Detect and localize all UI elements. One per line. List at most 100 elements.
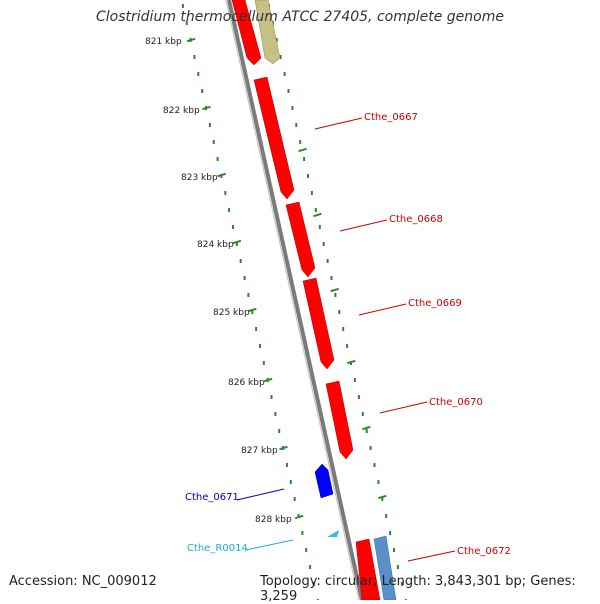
ruler-dot	[365, 429, 368, 433]
ruler-label-826: 826 kbp	[228, 378, 265, 388]
ruler-left-dots	[181, 4, 319, 600]
ruler-dot	[279, 55, 282, 59]
ruler-dot	[293, 497, 296, 501]
ruler-dot	[193, 55, 196, 59]
genome-backbone-highlight	[225, 0, 360, 600]
ruler-dot	[312, 582, 315, 586]
ruler-dot	[235, 242, 238, 246]
ruler-dot	[297, 514, 300, 518]
ruler-right-dots	[267, 4, 407, 600]
ruler-dot	[216, 157, 219, 161]
ruler-dot	[318, 225, 321, 229]
ruler-dot	[239, 259, 242, 263]
ruler-major-tick	[263, 377, 273, 383]
ruler-major-tick	[186, 37, 196, 43]
gene-feature-cthe-0667[interactable]	[253, 76, 295, 200]
ruler-dot	[185, 21, 188, 25]
ruler-dot	[369, 446, 372, 450]
genome-backbone	[227, 0, 364, 600]
ruler-dot	[270, 395, 273, 399]
gene-label-cthe-0671[interactable]: Cthe_0671	[185, 492, 239, 503]
ruler-label-827: 827 kbp	[241, 446, 278, 456]
ruler-dot	[305, 548, 308, 552]
ruler-label-823: 823 kbp	[181, 173, 218, 183]
ruler-dot	[373, 463, 376, 467]
gene-label-cthe-r0014[interactable]: Cthe_R0014	[187, 543, 248, 554]
ruler-major-tick	[217, 172, 226, 178]
ruler-dot	[314, 208, 317, 212]
ruler-dot	[377, 480, 380, 484]
gene-feature-cthe-0669[interactable]	[302, 277, 335, 370]
ruler-dot	[322, 242, 325, 246]
ruler-dot	[283, 72, 286, 76]
ruler-dot	[247, 293, 250, 297]
ruler-major-tick	[313, 212, 322, 218]
ruler-dot	[224, 191, 227, 195]
ruler-major-tick	[378, 494, 387, 500]
ruler-dot	[361, 412, 364, 416]
ruler-dot	[285, 463, 288, 467]
ruler-dot	[393, 548, 395, 552]
ruler-dot	[330, 276, 333, 280]
ruler-major-tick	[202, 105, 211, 111]
gene-label-cthe-0672[interactable]: Cthe_0672	[457, 546, 511, 557]
ruler-dot	[289, 480, 292, 484]
ruler-dot	[208, 123, 211, 127]
ruler-label-822: 822 kbp	[163, 106, 200, 116]
ruler-dot	[381, 497, 384, 501]
gene-feature-cthe-0668[interactable]	[285, 201, 316, 278]
ruler-dot	[212, 140, 215, 144]
ruler-dot	[197, 72, 200, 76]
accession-text: Accession: NC_009012	[9, 574, 157, 589]
ruler-dot	[255, 327, 258, 331]
ruler-dot	[385, 514, 388, 518]
ruler-dot	[201, 89, 204, 93]
gene-label-cthe-0667[interactable]: Cthe_0667	[364, 112, 418, 123]
ruler-dot	[243, 276, 246, 280]
ruler-dot	[181, 4, 184, 8]
gene-feature-upper[interactable]	[231, 0, 262, 66]
gene-feature-cthe-0671[interactable]	[314, 463, 334, 499]
ruler-dot	[259, 344, 261, 348]
ruler-major-tick	[279, 445, 288, 451]
ruler-dot	[232, 225, 234, 229]
gene-feature-cthe-0670[interactable]	[325, 380, 354, 460]
other-feature-upper[interactable]	[254, 0, 281, 65]
ruler-dot	[353, 378, 356, 382]
gene-label-cthe-0669[interactable]: Cthe_0669	[408, 298, 462, 309]
ruler-dot	[307, 174, 309, 178]
ruler-dot	[400, 582, 403, 586]
ruler-dot	[396, 565, 399, 569]
ruler-label-825: 825 kbp	[213, 308, 250, 318]
ruler-dot	[310, 191, 313, 195]
gene-feature-cthe-0672[interactable]	[355, 538, 381, 600]
label-leaders	[236, 117, 456, 562]
gene-label-cthe-0670[interactable]: Cthe_0670	[429, 397, 483, 408]
ruler-dot	[278, 429, 281, 433]
ruler-dot	[228, 208, 231, 212]
ruler-major-tick	[362, 425, 371, 431]
ruler-dot	[262, 361, 265, 365]
other-feature-lower[interactable]	[373, 535, 397, 600]
ruler-label-824: 824 kbp	[197, 240, 234, 250]
ruler-major-tick	[248, 307, 257, 313]
ruler-dot	[334, 293, 337, 297]
ruler-dot	[299, 140, 302, 144]
ruler-label-821: 821 kbp	[145, 37, 182, 47]
ruler-dot	[275, 38, 278, 42]
ruler-dot	[309, 565, 312, 569]
rna-feature-cthe-r0014[interactable]	[327, 530, 339, 537]
ruler-major-tick	[298, 147, 307, 153]
ruler-dot	[303, 157, 306, 161]
ruler-dot	[389, 531, 392, 535]
ruler-dot	[346, 344, 349, 348]
ruler-dot	[295, 123, 298, 127]
ruler-major-tick	[232, 239, 242, 245]
ruler-labels: 821 kbp 822 kbp 823 kbp 824 kbp 825 kbp …	[145, 37, 292, 525]
ruler-major-tick	[347, 359, 356, 365]
ruler-dot	[326, 259, 329, 263]
gene-labels: Cthe_0667 Cthe_0668 Cthe_0669 Cthe_0670 …	[185, 112, 511, 557]
gene-label-cthe-0668[interactable]: Cthe_0668	[389, 214, 443, 225]
ruler-major-tick	[294, 514, 304, 520]
